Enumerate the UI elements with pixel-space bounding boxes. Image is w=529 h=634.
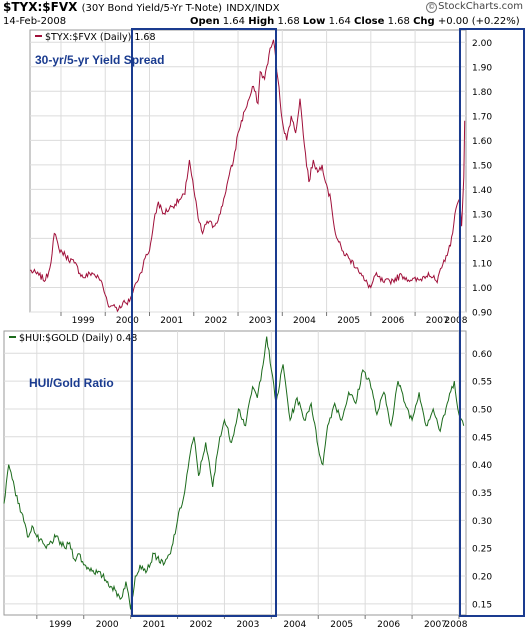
y-tick-label: 0.40 xyxy=(472,461,492,471)
y-tick-label: 0.45 xyxy=(472,433,492,443)
brand-text: StockCharts.com xyxy=(438,1,523,12)
x-tick-label: 2005 xyxy=(330,620,353,630)
x-tick-label: 2008 xyxy=(445,316,468,326)
x-tick-label: 1999 xyxy=(72,316,95,326)
open-label: Open xyxy=(190,16,220,27)
close-value: 1.68 xyxy=(387,16,410,27)
x-tick-label: 2001 xyxy=(143,620,166,630)
x-tick-label: 2006 xyxy=(377,620,400,630)
ratio-series-line xyxy=(3,336,465,610)
yield-spread-panel: 0.90 1.00 1.10 1.20 1.30 1.40 1.50 1.60 1.70 1.80… xyxy=(29,29,492,326)
stockcharts-brand: © StockCharts.com xyxy=(426,1,523,13)
x-tick-label: 2005 xyxy=(337,316,360,326)
chart-date: 14-Feb-2008 xyxy=(3,16,67,27)
y-tick-label: 0.50 xyxy=(472,405,492,415)
chart-symbol: $TYX:$FVX (30Y Bond Yield/5-Yr T-Note) I… xyxy=(3,0,280,14)
highlight-box xyxy=(131,28,277,617)
high-value: 1.68 xyxy=(277,16,300,27)
ratio-plot-area xyxy=(3,330,467,616)
close-label: Close xyxy=(354,16,385,27)
annotation-label: 30-yr/5-yr Yield Spread xyxy=(35,53,164,67)
hui-gold-panel: 0.15 0.20 0.25 0.30 0.35 0.40 0.45 0.50 0.55 0.60… xyxy=(3,330,492,630)
highlight-boxes xyxy=(131,28,525,617)
x-tick-label: 2006 xyxy=(382,316,405,326)
x-tick-label: 2003 xyxy=(249,316,272,326)
y-tick-label: 1.90 xyxy=(472,63,492,73)
x-tick-label: 2000 xyxy=(96,620,119,630)
symbol-text: $TYX:$FVX xyxy=(3,0,78,14)
y-tick-label: 1.40 xyxy=(472,186,492,196)
y-tick-label: 0.30 xyxy=(472,517,492,527)
x-tick-label: 2007 xyxy=(426,316,449,326)
annotation-label: HUI/Gold Ratio xyxy=(29,376,114,390)
y-tick-label: 0.25 xyxy=(472,545,492,555)
x-tick-label: 2004 xyxy=(293,316,316,326)
x-tick-label: 2007 xyxy=(424,620,447,630)
chg-value: +0.00 (+0.22%) xyxy=(437,16,520,27)
x-tick-label: 2000 xyxy=(116,316,139,326)
y-tick-label: 1.30 xyxy=(472,210,492,220)
spread-plot-area xyxy=(29,29,467,313)
y-tick-label: 0.60 xyxy=(472,350,492,360)
y-tick-label: 1.70 xyxy=(472,112,492,122)
y-tick-label: 1.00 xyxy=(472,284,492,294)
open-value: 1.64 xyxy=(222,16,246,27)
y-tick-label: 0.15 xyxy=(472,600,492,610)
y-tick-label: 0.35 xyxy=(472,489,492,499)
chg-label: Chg xyxy=(413,16,435,27)
y-tick-label: 0.55 xyxy=(472,378,492,388)
low-value: 1.64 xyxy=(328,16,351,27)
legend-label: $TYX:$FVX (Daily) 1.68 xyxy=(45,32,156,43)
high-label: High xyxy=(248,16,275,27)
copyright-icon: © xyxy=(426,2,438,13)
y-tick-label: 1.50 xyxy=(472,161,492,171)
x-tick-label: 2004 xyxy=(283,620,306,630)
y-tick-label: 2.00 xyxy=(472,39,492,49)
y-tick-label: 1.10 xyxy=(472,259,492,269)
y-tick-label: 0.90 xyxy=(472,309,492,319)
symbol-exchange: INDX/INDX xyxy=(226,3,280,14)
ohlc-readout: Open 1.64 High 1.68 Low 1.64 Close 1.68 … xyxy=(190,16,520,27)
y-tick-label: 1.60 xyxy=(472,137,492,147)
symbol-description: (30Y Bond Yield/5-Yr T-Note) xyxy=(81,3,223,14)
y-tick-label: 0.20 xyxy=(472,573,492,583)
low-label: Low xyxy=(302,16,326,27)
x-tick-label: 2002 xyxy=(190,620,213,630)
x-tick-label: 2002 xyxy=(204,316,227,326)
x-tick-label: 2003 xyxy=(236,620,259,630)
highlight-box xyxy=(459,28,525,617)
y-tick-label: 1.80 xyxy=(472,88,492,98)
x-tick-label: 2001 xyxy=(160,316,183,326)
y-tick-label: 1.20 xyxy=(472,235,492,245)
x-tick-label: 1999 xyxy=(49,620,72,630)
legend-label: $HUI:$GOLD (Daily) 0.48 xyxy=(19,333,137,344)
spread-series-line xyxy=(30,39,466,313)
x-tick-label: 2008 xyxy=(445,620,468,630)
